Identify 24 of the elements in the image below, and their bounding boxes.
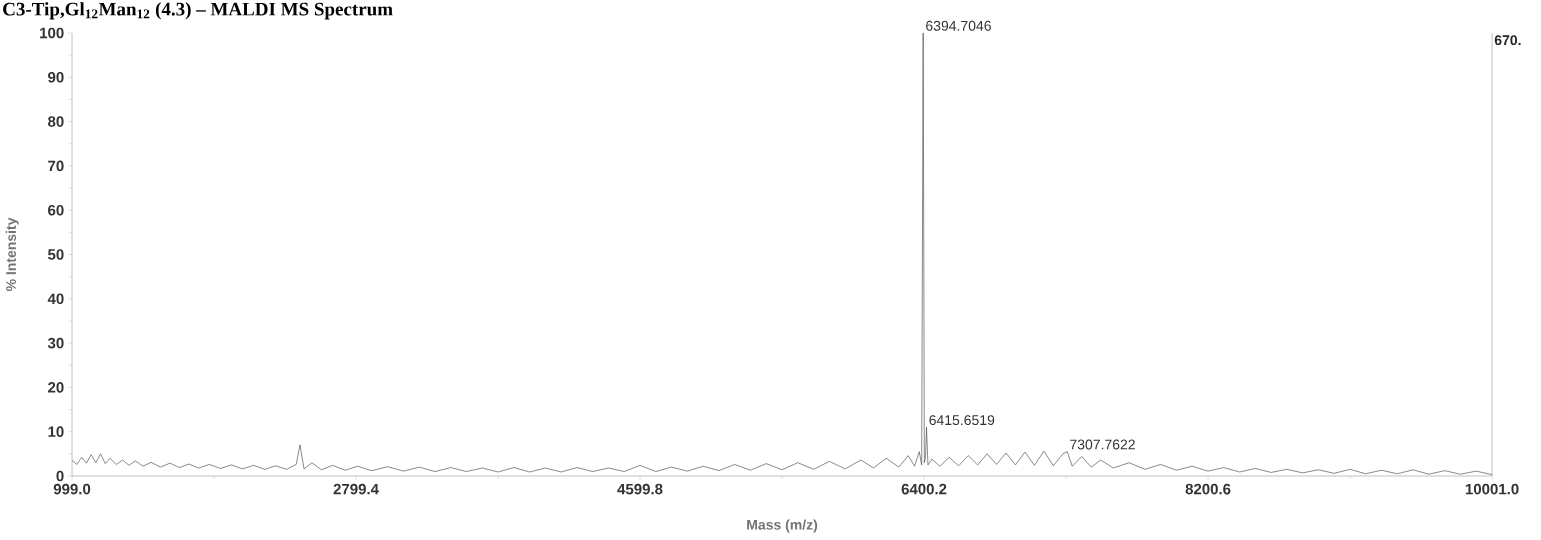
y-axis-title: % Intensity [5, 217, 19, 292]
x-axis-title: Mass (m/z) [747, 519, 818, 533]
y-tick-label: 60 [48, 204, 64, 216]
annotation: 6394.7046 [926, 20, 991, 31]
x-tick-label: 8200.6 [1185, 483, 1231, 495]
x-tick-label: 999.0 [53, 483, 91, 495]
y-tick-label: 100 [40, 27, 64, 39]
annotation: 6415.6519 [929, 415, 995, 426]
y-tick-label: 90 [48, 71, 64, 83]
x-tick-label: 10001.0 [1465, 483, 1519, 495]
annotation: 7307.7622 [1070, 439, 1135, 450]
y-tick-label: 80 [48, 116, 64, 127]
x-tick-label: 2799.4 [333, 483, 379, 495]
y-tick-label: 30 [47, 337, 64, 349]
y-tick-label: 70 [48, 160, 64, 172]
y-tick-label: 50 [47, 249, 64, 260]
y-tick-label: 10 [48, 426, 64, 437]
chart-title: C3-Tip,Gl$_{12}$Man$_{12}$ (4.3) – MALDI MS Spectrum [3, 2, 393, 20]
y-tick-label: 40 [47, 293, 64, 305]
text: 670. [1494, 35, 1521, 46]
y-tick-label: 20 [48, 382, 64, 393]
x-tick-label: 6400.2 [901, 483, 947, 495]
y-tick-label: 0 [56, 470, 64, 482]
x-tick-label: 4599.8 [617, 483, 663, 495]
